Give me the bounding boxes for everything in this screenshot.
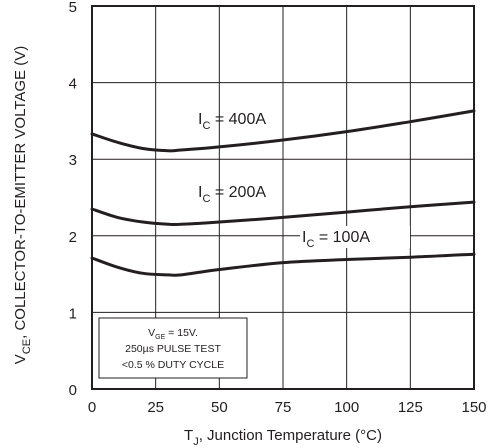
y-tick-0: 0 xyxy=(69,382,77,399)
test-condition-duty-cycle: <0.5 % DUTY CYCLE xyxy=(122,359,224,371)
curve-label-100a-background xyxy=(300,226,410,248)
test-condition-vge: VGE = 15V. xyxy=(148,327,198,341)
x-tick-100: 100 xyxy=(334,399,359,416)
x-tick-50: 50 xyxy=(211,399,228,416)
x-tick-25: 25 xyxy=(147,399,164,416)
curve-label-100a: IC = 100A xyxy=(302,229,370,250)
y-tick-4: 4 xyxy=(69,76,77,93)
x-tick-labels: 0 25 50 75 100 125 150 xyxy=(88,399,487,416)
x-tick-75: 75 xyxy=(275,399,292,416)
y-tick-1: 1 xyxy=(69,305,77,322)
test-conditions-frame xyxy=(98,317,248,379)
curve-label-400a: IC = 400A xyxy=(198,111,266,132)
y-tick-labels: 0 1 2 3 4 5 xyxy=(69,0,77,399)
y-axis-label: VCE, COLLECTOR-TO-EMITTER VOLTAGE (V) xyxy=(12,46,33,364)
series-line-0 xyxy=(90,109,476,153)
x-tick-0: 0 xyxy=(88,399,96,416)
grid xyxy=(92,6,474,389)
y-tick-2: 2 xyxy=(69,229,77,246)
curve-label-200a: IC = 200A xyxy=(198,184,266,205)
series-line-1 xyxy=(90,200,476,227)
test-condition-pulse: 250µs PULSE TEST xyxy=(125,343,221,355)
x-tick-125: 125 xyxy=(398,399,423,416)
x-tick-150: 150 xyxy=(461,399,486,416)
y-tick-5: 5 xyxy=(69,0,77,16)
test-conditions-box: VGE = 15V. 250µs PULSE TEST <0.5 % DUTY … xyxy=(98,317,248,379)
series-line-2 xyxy=(90,252,476,277)
x-axis-label: TJ, Junction Temperature (°C) xyxy=(184,427,382,448)
y-tick-3: 3 xyxy=(69,152,77,169)
plot-frame xyxy=(91,5,475,390)
curves xyxy=(90,109,476,277)
